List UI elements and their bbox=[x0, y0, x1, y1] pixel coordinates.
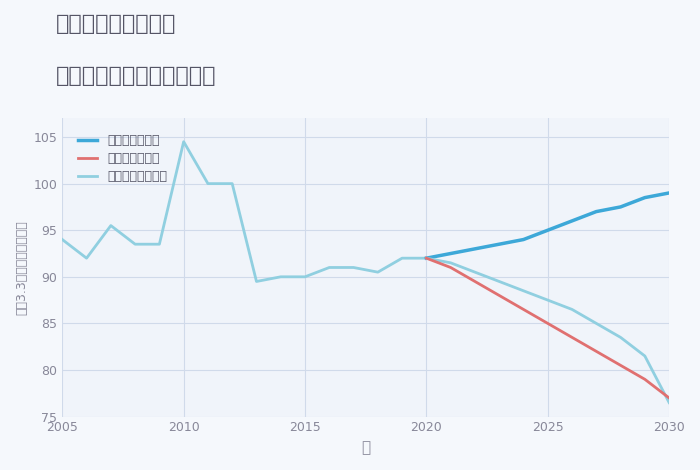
グッドシナリオ bbox=[617, 204, 625, 210]
バッドシナリオ bbox=[544, 321, 552, 326]
ノーマルシナリオ bbox=[640, 353, 649, 359]
ノーマルシナリオ bbox=[544, 298, 552, 303]
Line: グッドシナリオ: グッドシナリオ bbox=[426, 193, 669, 258]
バッドシナリオ bbox=[422, 255, 430, 261]
ノーマルシナリオ bbox=[665, 400, 673, 406]
グッドシナリオ bbox=[665, 190, 673, 196]
Legend: グッドシナリオ, バッドシナリオ, ノーマルシナリオ: グッドシナリオ, バッドシナリオ, ノーマルシナリオ bbox=[75, 131, 171, 187]
バッドシナリオ bbox=[470, 279, 479, 284]
バッドシナリオ bbox=[495, 293, 503, 298]
ノーマルシナリオ bbox=[447, 260, 455, 266]
ノーマルシナリオ bbox=[470, 269, 479, 275]
バッドシナリオ bbox=[447, 265, 455, 270]
グッドシナリオ bbox=[470, 246, 479, 251]
グッドシナリオ bbox=[640, 195, 649, 200]
Y-axis label: 坪（3.3㎡）単価（万円）: 坪（3.3㎡）単価（万円） bbox=[15, 220, 28, 315]
グッドシナリオ bbox=[422, 255, 430, 261]
バッドシナリオ bbox=[665, 395, 673, 401]
バッドシナリオ bbox=[592, 349, 601, 354]
ノーマルシナリオ bbox=[495, 279, 503, 284]
X-axis label: 年: 年 bbox=[361, 440, 370, 455]
バッドシナリオ bbox=[519, 306, 528, 312]
ノーマルシナリオ bbox=[519, 288, 528, 294]
グッドシナリオ bbox=[592, 209, 601, 214]
グッドシナリオ bbox=[495, 242, 503, 247]
Line: バッドシナリオ: バッドシナリオ bbox=[426, 258, 669, 398]
ノーマルシナリオ bbox=[592, 321, 601, 326]
Text: 千葉県野田市桜木の: 千葉県野田市桜木の bbox=[56, 14, 176, 34]
バッドシナリオ bbox=[617, 362, 625, 368]
ノーマルシナリオ bbox=[568, 306, 576, 312]
バッドシナリオ bbox=[640, 376, 649, 382]
バッドシナリオ bbox=[568, 335, 576, 340]
Text: 中古マンションの価格推移: 中古マンションの価格推移 bbox=[56, 66, 216, 86]
グッドシナリオ bbox=[519, 237, 528, 243]
グッドシナリオ bbox=[568, 218, 576, 224]
グッドシナリオ bbox=[447, 251, 455, 256]
ノーマルシナリオ bbox=[422, 255, 430, 261]
Line: ノーマルシナリオ: ノーマルシナリオ bbox=[426, 258, 669, 403]
グッドシナリオ bbox=[544, 227, 552, 233]
ノーマルシナリオ bbox=[617, 335, 625, 340]
